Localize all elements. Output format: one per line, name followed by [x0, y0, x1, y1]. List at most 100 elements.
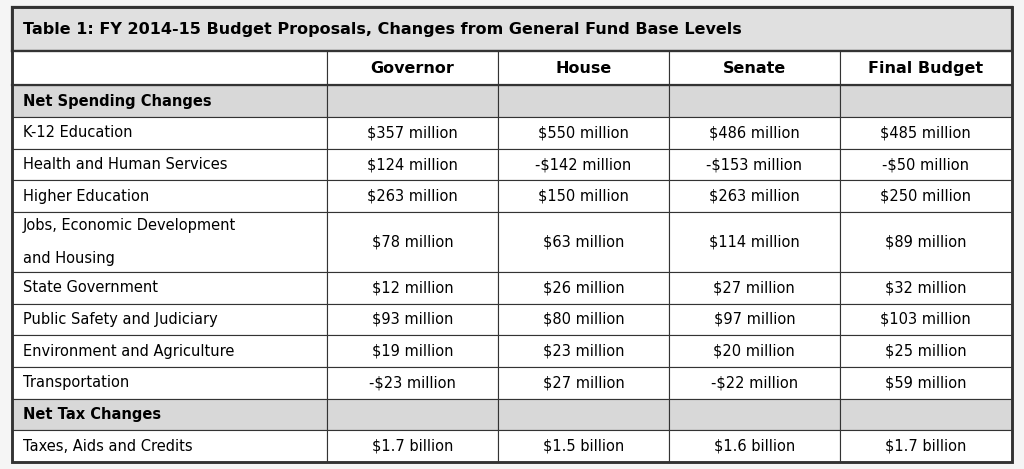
Bar — [327, 181, 498, 212]
Text: $19 million: $19 million — [372, 344, 454, 359]
Text: $263 million: $263 million — [368, 189, 458, 204]
Bar — [12, 181, 327, 212]
Text: $550 million: $550 million — [538, 125, 629, 140]
Bar — [498, 335, 669, 367]
Bar — [12, 117, 327, 149]
Bar — [840, 212, 1012, 272]
Bar — [498, 367, 669, 399]
Bar — [669, 399, 840, 430]
Text: Senate: Senate — [723, 61, 786, 76]
Text: $103 million: $103 million — [881, 312, 971, 327]
Text: Health and Human Services: Health and Human Services — [23, 157, 227, 172]
Bar — [669, 335, 840, 367]
Text: $1.7 billion: $1.7 billion — [372, 439, 454, 454]
Bar — [327, 272, 498, 303]
Text: Table 1: FY 2014-15 Budget Proposals, Changes from General Fund Base Levels: Table 1: FY 2014-15 Budget Proposals, Ch… — [23, 22, 741, 37]
Text: and Housing: and Housing — [23, 251, 115, 266]
Bar — [12, 367, 327, 399]
Bar — [840, 117, 1012, 149]
Text: $25 million: $25 million — [885, 344, 967, 359]
Text: Taxes, Aids and Credits: Taxes, Aids and Credits — [23, 439, 193, 454]
Bar — [12, 149, 327, 181]
Text: $1.7 billion: $1.7 billion — [885, 439, 967, 454]
Text: $250 million: $250 million — [881, 189, 971, 204]
Bar — [327, 303, 498, 335]
Bar — [498, 149, 669, 181]
Text: $32 million: $32 million — [885, 280, 967, 295]
Text: $23 million: $23 million — [543, 344, 625, 359]
Text: $63 million: $63 million — [543, 234, 625, 250]
Text: -$22 million: -$22 million — [711, 375, 798, 390]
Text: K-12 Education: K-12 Education — [23, 125, 132, 140]
Text: $27 million: $27 million — [543, 375, 625, 390]
Bar — [498, 399, 669, 430]
Text: $486 million: $486 million — [709, 125, 800, 140]
Text: $80 million: $80 million — [543, 312, 625, 327]
Bar — [840, 430, 1012, 462]
Bar — [840, 85, 1012, 117]
Text: $27 million: $27 million — [714, 280, 796, 295]
Bar — [669, 367, 840, 399]
Bar — [840, 335, 1012, 367]
Text: $97 million: $97 million — [714, 312, 796, 327]
Text: $124 million: $124 million — [368, 157, 458, 172]
Text: Net Tax Changes: Net Tax Changes — [23, 407, 161, 422]
Text: $89 million: $89 million — [885, 234, 967, 250]
Bar — [12, 85, 327, 117]
Text: $20 million: $20 million — [714, 344, 796, 359]
Bar — [498, 181, 669, 212]
Text: State Government: State Government — [23, 280, 158, 295]
Bar — [327, 367, 498, 399]
Text: $26 million: $26 million — [543, 280, 625, 295]
Bar — [12, 212, 327, 272]
Bar — [327, 335, 498, 367]
Text: Net Spending Changes: Net Spending Changes — [23, 94, 211, 109]
Bar — [669, 52, 840, 85]
Bar — [12, 399, 327, 430]
Bar — [327, 399, 498, 430]
Bar — [12, 430, 327, 462]
Text: Governor: Governor — [371, 61, 455, 76]
Bar — [12, 52, 327, 85]
Text: $485 million: $485 million — [881, 125, 971, 140]
Text: $357 million: $357 million — [368, 125, 458, 140]
Bar — [840, 399, 1012, 430]
Bar — [498, 85, 669, 117]
Bar — [327, 212, 498, 272]
Text: Transportation: Transportation — [23, 375, 129, 390]
Bar — [498, 52, 669, 85]
Text: Jobs, Economic Development: Jobs, Economic Development — [23, 218, 236, 233]
Text: $78 million: $78 million — [372, 234, 454, 250]
Bar — [840, 181, 1012, 212]
Text: Final Budget: Final Budget — [868, 61, 983, 76]
Text: $263 million: $263 million — [709, 189, 800, 204]
Text: $114 million: $114 million — [709, 234, 800, 250]
Text: -$142 million: -$142 million — [536, 157, 632, 172]
Text: -$153 million: -$153 million — [707, 157, 803, 172]
Text: $1.6 billion: $1.6 billion — [714, 439, 795, 454]
Bar — [840, 149, 1012, 181]
Text: $150 million: $150 million — [538, 189, 629, 204]
Bar — [669, 85, 840, 117]
Bar — [12, 7, 1012, 52]
Text: $1.5 billion: $1.5 billion — [543, 439, 624, 454]
Bar — [12, 272, 327, 303]
Text: $93 million: $93 million — [372, 312, 454, 327]
Bar — [669, 181, 840, 212]
Text: $12 million: $12 million — [372, 280, 454, 295]
Text: $59 million: $59 million — [885, 375, 967, 390]
Bar — [12, 335, 327, 367]
Text: Higher Education: Higher Education — [23, 189, 148, 204]
Bar — [669, 303, 840, 335]
Bar — [669, 272, 840, 303]
Bar — [498, 117, 669, 149]
Bar — [840, 272, 1012, 303]
Bar — [498, 303, 669, 335]
Bar — [840, 303, 1012, 335]
Bar — [498, 212, 669, 272]
Bar — [669, 430, 840, 462]
Bar — [327, 149, 498, 181]
Bar — [12, 303, 327, 335]
Bar — [327, 85, 498, 117]
Bar — [669, 212, 840, 272]
